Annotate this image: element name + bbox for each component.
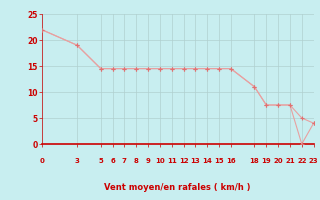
X-axis label: Vent moyen/en rafales ( km/h ): Vent moyen/en rafales ( km/h ) bbox=[104, 183, 251, 192]
